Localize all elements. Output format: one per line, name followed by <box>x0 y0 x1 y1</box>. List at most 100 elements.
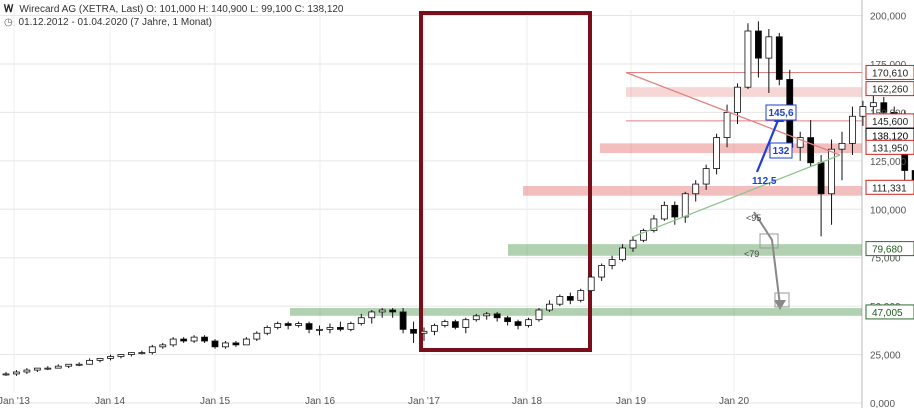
candle-body <box>107 356 114 359</box>
candle-body <box>493 313 501 319</box>
candle-body <box>828 148 835 195</box>
candle-body <box>190 336 198 342</box>
candle-body <box>817 162 825 195</box>
candle-body <box>326 327 334 330</box>
candle-body <box>389 309 397 313</box>
candle-body <box>378 309 386 313</box>
resistance-zone-132 <box>600 143 862 154</box>
candle-body <box>838 142 846 150</box>
x-tick-label: Jan '13 <box>0 396 30 407</box>
lower-trendline <box>633 154 841 237</box>
candle-body <box>535 309 543 321</box>
arrow-head <box>774 300 786 310</box>
x-tick-label: Jan 16 <box>305 396 335 407</box>
level-tag-box <box>865 179 914 195</box>
y-tick-label: 0,000 <box>870 399 895 408</box>
projection-arrow-up <box>755 117 781 173</box>
candle-body <box>849 115 856 144</box>
target-label: 145,6 <box>768 108 793 119</box>
candle-body <box>148 346 156 354</box>
level-tag-label: 79,680 <box>872 245 903 256</box>
candle-body <box>546 303 553 311</box>
candle-body <box>660 204 668 220</box>
candle-body <box>681 193 689 218</box>
level-tag-label: 138,120 <box>872 131 909 142</box>
level-tag-label: 170,610 <box>872 68 909 79</box>
candle-body <box>211 340 219 348</box>
x-tick-label: Jan 20 <box>719 396 749 407</box>
x-tick-label: Jan 14 <box>95 396 125 407</box>
candle-body <box>410 328 417 334</box>
period-label: (7 Jahre, 1 Monat) <box>130 17 212 28</box>
x-tick-label: Jan 18 <box>512 396 542 407</box>
highlight-frame <box>419 11 592 352</box>
candle-body <box>483 313 491 317</box>
level-tag-box <box>865 304 914 320</box>
target-label: <79 <box>744 249 759 259</box>
candle-body <box>608 259 616 266</box>
target-label: <95 <box>746 213 761 223</box>
candle-body <box>640 230 647 241</box>
level-tag-box <box>865 64 914 80</box>
level-tag-label: 162,260 <box>872 85 909 96</box>
candle-body <box>232 342 240 346</box>
level-tag-box <box>865 241 914 257</box>
candle-body <box>180 338 188 342</box>
upper-trendline <box>625 71 841 156</box>
level-tag-box <box>865 81 914 97</box>
marker-box <box>774 292 790 308</box>
level-tag-label: 47,005 <box>872 308 903 319</box>
candle-body <box>566 296 574 301</box>
candle-body <box>347 323 355 330</box>
x-axis: Jan '13 Jan 14 Jan 15 Jan 16 Jan '17 Jan 18 Ja… <box>0 396 749 407</box>
candle-body <box>284 323 292 326</box>
candle-body <box>713 137 720 169</box>
candle-body <box>96 358 104 361</box>
candle-body <box>629 239 637 249</box>
candles <box>2 21 914 376</box>
candle-body <box>44 367 52 370</box>
vwd-logo-icon: Ꮃ <box>4 4 14 15</box>
candle-body <box>619 247 626 261</box>
candle-body <box>159 344 167 348</box>
projection-arrow-down <box>753 211 781 306</box>
candle-body <box>744 30 752 88</box>
support-zone-47 <box>290 308 862 316</box>
candle-body <box>598 265 606 278</box>
candle-body <box>336 327 344 330</box>
candle-body <box>869 102 877 107</box>
candle-body <box>556 296 564 305</box>
candle-body <box>451 321 459 328</box>
candle-body <box>316 328 323 331</box>
x-tick-label: Jan 15 <box>200 396 230 407</box>
candle-body <box>127 352 135 355</box>
candle-body <box>65 363 73 367</box>
candle-body <box>431 325 438 332</box>
candle-body <box>75 363 83 366</box>
candle-body <box>723 111 731 138</box>
y-tick-label: 75,000 <box>870 254 901 265</box>
candle-body <box>671 204 679 218</box>
target-box-145 <box>765 104 797 121</box>
clock-icon: ◷ <box>4 17 13 28</box>
support-zone-80 <box>508 244 862 256</box>
candle-body <box>13 371 20 375</box>
candle-body <box>650 218 658 231</box>
candle-body <box>274 323 282 328</box>
marker-box <box>759 233 779 249</box>
candle-body <box>399 311 407 330</box>
x-tick-label: Jan '17 <box>408 396 440 407</box>
y-tick-label: 125,000 <box>870 157 907 168</box>
candle-body <box>525 319 532 326</box>
candle-body <box>86 359 93 365</box>
candle-body <box>33 367 41 371</box>
gridlines <box>0 0 863 408</box>
candle-body <box>796 137 804 148</box>
level-tag-label: 131,950 <box>872 143 909 154</box>
level-tag-label: 111,331 <box>872 183 907 194</box>
trendlines <box>625 71 841 237</box>
level-tag-box <box>865 139 914 155</box>
